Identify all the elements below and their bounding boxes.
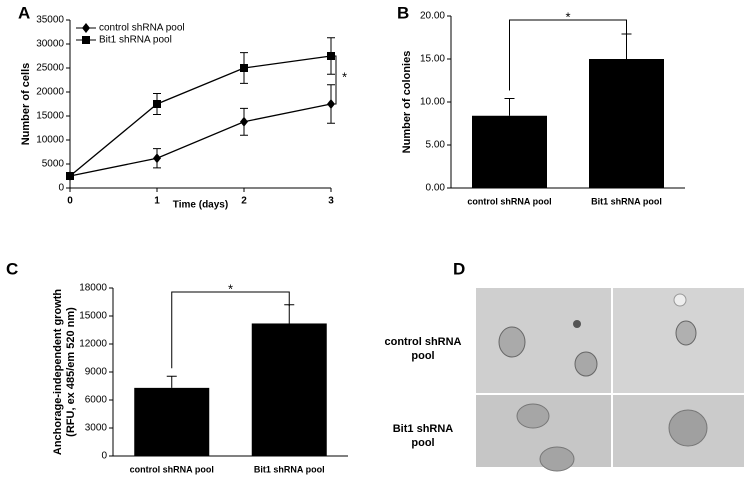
error-bar bbox=[621, 33, 632, 59]
y-tick-label: 35000 bbox=[36, 15, 64, 26]
annotation: * bbox=[565, 9, 570, 24]
x-tick-label: 3 bbox=[328, 196, 334, 207]
x-tick-label: 0 bbox=[67, 196, 73, 207]
y-tick-label: 30000 bbox=[36, 39, 64, 50]
x-tick-label: 1 bbox=[154, 196, 160, 207]
y-tick-label: 20.00 bbox=[420, 11, 445, 22]
y-tick-label: 12000 bbox=[79, 339, 107, 350]
marker bbox=[327, 52, 335, 60]
y-tick-label: 18000 bbox=[79, 283, 107, 294]
row-label: pool bbox=[411, 350, 434, 362]
y-tick-label: 3000 bbox=[85, 423, 108, 434]
bar bbox=[251, 323, 327, 456]
y-tick-label: 5000 bbox=[42, 159, 65, 170]
x-tick-label: control shRNA pool bbox=[467, 196, 551, 206]
bar bbox=[472, 115, 547, 188]
panel-label: D bbox=[453, 259, 465, 278]
annotation: * bbox=[228, 281, 233, 296]
error-bar bbox=[166, 375, 177, 388]
marker bbox=[327, 99, 335, 109]
row-label: control shRNA bbox=[385, 336, 462, 348]
x-axis-label: Time (days) bbox=[173, 200, 228, 211]
legend-marker bbox=[82, 36, 90, 44]
marker bbox=[240, 116, 248, 127]
x-tick-label: Bit1 shRNA pool bbox=[591, 196, 662, 206]
y-tick-label: 0.00 bbox=[426, 183, 446, 194]
marker bbox=[240, 64, 248, 72]
y-tick-label: 10000 bbox=[36, 135, 64, 146]
series-line bbox=[69, 103, 332, 177]
panel-d-images bbox=[476, 288, 744, 472]
significance-bracket bbox=[171, 291, 290, 369]
significance-bracket bbox=[334, 55, 337, 105]
series-line bbox=[69, 55, 332, 177]
y-tick-label: 10.00 bbox=[420, 97, 445, 108]
y-tick-label: 9000 bbox=[85, 367, 108, 378]
y-tick-label: 15.00 bbox=[420, 54, 445, 65]
legend-label: Bit1 shRNA pool bbox=[99, 35, 172, 46]
marker bbox=[153, 153, 161, 164]
bar bbox=[589, 59, 664, 188]
y-tick-label: 5.00 bbox=[426, 140, 446, 151]
y-tick-label: 0 bbox=[58, 183, 64, 194]
marker bbox=[153, 100, 161, 108]
legend-label: control shRNA pool bbox=[99, 23, 185, 34]
significance-bracket bbox=[509, 19, 627, 91]
error-bar bbox=[504, 98, 515, 116]
y-tick-label: 0 bbox=[101, 451, 107, 462]
bar bbox=[134, 387, 210, 456]
y-axis-label: (RFU, ex 485/em 520 nm) bbox=[65, 307, 77, 437]
row-label: pool bbox=[411, 437, 434, 449]
annotation: * bbox=[342, 69, 347, 84]
panel-label: C bbox=[6, 259, 18, 278]
marker bbox=[66, 172, 74, 180]
legend-marker bbox=[82, 23, 90, 33]
y-tick-label: 6000 bbox=[85, 395, 108, 406]
row-label: Bit1 shRNA bbox=[393, 423, 454, 435]
y-tick-label: 20000 bbox=[36, 87, 64, 98]
x-tick-label: Bit1 shRNA pool bbox=[254, 464, 325, 474]
panel-label: A bbox=[18, 3, 30, 22]
y-axis-label: Anchorage-independent growth bbox=[52, 289, 64, 456]
y-axis-label: Number of cells bbox=[20, 63, 32, 146]
y-tick-label: 15000 bbox=[36, 111, 64, 122]
x-tick-label: control shRNA pool bbox=[130, 464, 214, 474]
y-tick-label: 25000 bbox=[36, 63, 64, 74]
y-axis-label: Number of colonies bbox=[401, 51, 413, 154]
panel-label: B bbox=[397, 3, 409, 22]
x-tick-label: 2 bbox=[241, 196, 247, 207]
y-tick-label: 15000 bbox=[79, 311, 107, 322]
error-bar bbox=[284, 304, 295, 324]
